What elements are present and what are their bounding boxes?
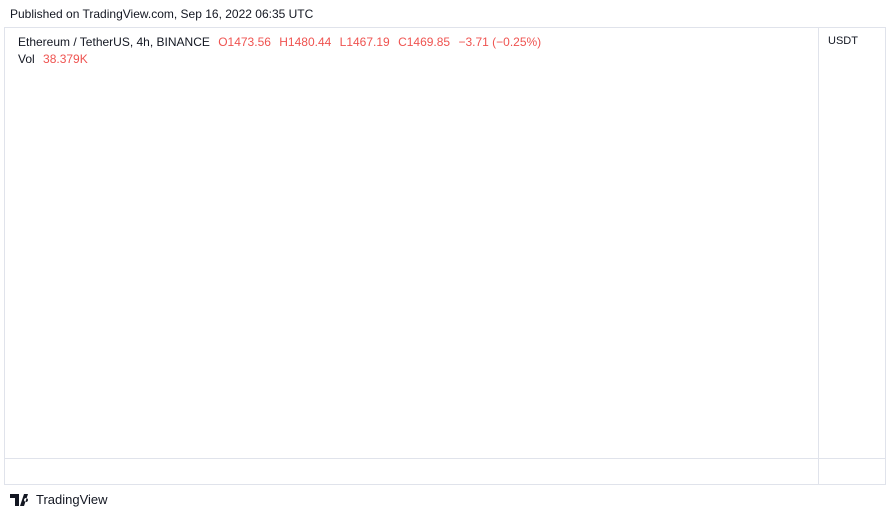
symbol-legend: Ethereum / TetherUS, 4h, BINANCE O1473.5…: [18, 35, 546, 49]
published-note: Published on TradingView.com, Sep 16, 20…: [10, 7, 314, 21]
frame: [4, 27, 886, 485]
ohlc-value: L1467.19: [339, 35, 390, 49]
symbol: Ethereum / TetherUS, 4h, BINANCE: [18, 35, 210, 49]
change-value: −3.71 (−0.25%): [458, 35, 542, 49]
volume-value: 38.379K: [43, 52, 88, 66]
brand-logo: [10, 493, 29, 506]
volume-name: Vol: [18, 52, 35, 66]
brand-name: TradingView: [36, 492, 108, 507]
currency-label: USDT: [828, 35, 858, 47]
brand: TradingView: [10, 492, 108, 507]
ohlc-value: O1473.56: [218, 35, 271, 49]
ohlc-value: C1469.85: [398, 35, 451, 49]
volume-legend: Vol 38.379K: [18, 52, 93, 66]
ohlc-value: H1480.44: [279, 35, 332, 49]
